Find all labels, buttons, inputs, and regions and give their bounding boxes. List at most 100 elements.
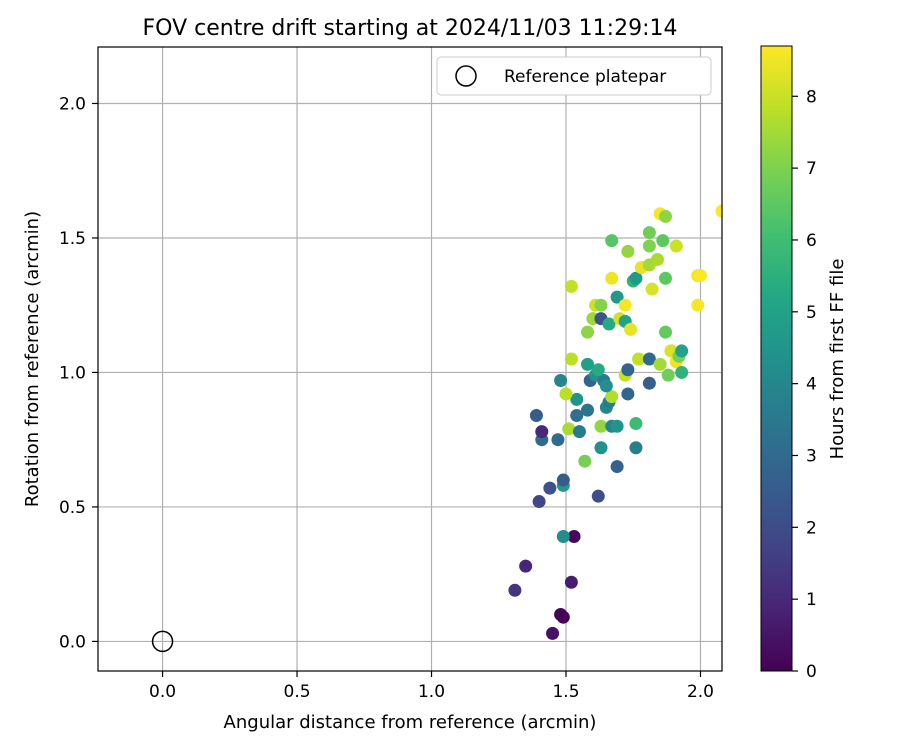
data-point — [629, 441, 643, 455]
data-point — [675, 344, 689, 358]
data-point — [629, 417, 643, 431]
colorbar-tick-label: 3 — [806, 446, 817, 466]
data-point — [546, 626, 560, 640]
data-point — [591, 489, 605, 503]
data-point — [570, 392, 584, 406]
data-point — [629, 271, 643, 285]
data-point — [661, 368, 675, 382]
data-point — [581, 357, 595, 371]
data-point — [610, 419, 624, 433]
data-point — [621, 363, 635, 377]
data-point — [642, 239, 656, 253]
colorbar — [760, 45, 793, 672]
data-point — [659, 209, 673, 223]
data-point — [556, 473, 570, 487]
data-point — [570, 408, 584, 422]
data-point — [578, 454, 592, 468]
data-point — [535, 425, 549, 439]
reference-platepar-marker — [151, 630, 174, 653]
data-point — [594, 298, 608, 312]
data-point — [581, 325, 595, 339]
data-point — [529, 408, 543, 422]
x-tick-label: 0.0 — [149, 682, 176, 702]
data-point — [653, 357, 667, 371]
data-point — [624, 322, 638, 336]
data-point — [519, 559, 533, 573]
legend-label: Reference platepar — [504, 67, 666, 87]
data-point — [594, 441, 608, 455]
data-point — [656, 234, 670, 248]
y-tick-label: 0.0 — [59, 632, 86, 652]
y-tick-label: 0.5 — [59, 498, 86, 518]
colorbar-tick-label: 8 — [806, 87, 817, 107]
data-point — [669, 239, 683, 253]
legend: Reference platepar — [436, 56, 712, 96]
plot-frame — [97, 46, 723, 672]
legend-box — [436, 56, 712, 96]
data-point — [556, 530, 570, 544]
data-point — [599, 379, 613, 393]
data-points — [508, 204, 722, 640]
colorbar-tick-label: 4 — [806, 375, 817, 395]
data-point — [591, 363, 605, 377]
colorbar-tick-label: 1 — [806, 590, 817, 610]
data-point — [621, 387, 635, 401]
data-point — [650, 252, 664, 266]
data-point — [564, 279, 578, 293]
data-point — [659, 271, 673, 285]
data-point — [602, 317, 616, 331]
data-point — [554, 374, 568, 388]
y-tick-label: 2.0 — [59, 94, 86, 114]
data-point — [610, 290, 624, 304]
data-point — [532, 495, 546, 509]
data-point — [562, 422, 576, 436]
colorbar-label: Hours from first FF file — [827, 259, 848, 460]
data-point — [618, 298, 632, 312]
data-point — [564, 575, 578, 589]
x-tick-label: 1.0 — [418, 682, 445, 702]
grid-lines — [98, 47, 722, 671]
data-point — [508, 583, 522, 597]
data-point — [605, 390, 619, 404]
data-point — [659, 325, 673, 339]
data-point — [642, 226, 656, 240]
data-point — [564, 352, 578, 366]
data-point — [559, 387, 573, 401]
y-axis-label: Rotation from reference (arcmin) — [22, 211, 43, 507]
data-point — [645, 282, 659, 296]
data-point — [632, 352, 646, 366]
data-point — [693, 269, 707, 283]
colorbar-ticks: 0 1 2 3 4 5 6 7 8 — [792, 87, 817, 682]
colorbar-tick-label: 6 — [806, 231, 817, 251]
data-point — [605, 234, 619, 248]
x-tick-label: 2.0 — [687, 682, 714, 702]
data-point — [691, 298, 705, 312]
data-point — [715, 204, 722, 218]
data-point — [605, 271, 619, 285]
data-point — [551, 433, 565, 447]
colorbar-tick-label: 0 — [806, 662, 817, 682]
x-axis-label: Angular distance from reference (arcmin) — [224, 712, 597, 733]
colorbar-tick-label: 5 — [806, 303, 817, 323]
data-point — [572, 425, 586, 439]
data-point — [675, 365, 689, 379]
legend-open-circle-marker — [455, 65, 477, 87]
x-tick-label: 1.5 — [552, 682, 579, 702]
y-axis-ticks: 0.0 0.5 1.0 1.5 2.0 — [59, 94, 98, 652]
chart-title: FOV centre drift starting at 2024/11/03 … — [143, 16, 678, 41]
colorbar-tick-label: 2 — [806, 518, 817, 538]
data-point — [642, 376, 656, 390]
y-tick-label: 1.0 — [59, 363, 86, 383]
data-point — [594, 419, 608, 433]
colorbar-tick-label: 7 — [806, 159, 817, 179]
data-point — [610, 460, 624, 474]
y-tick-label: 1.5 — [59, 229, 86, 249]
data-point — [642, 352, 656, 366]
x-axis-ticks: 0.0 0.5 1.0 1.5 2.0 — [149, 671, 714, 702]
x-tick-label: 0.5 — [284, 682, 311, 702]
data-point — [581, 403, 595, 417]
data-point — [567, 530, 581, 544]
data-point — [556, 610, 570, 624]
data-point — [621, 244, 635, 258]
